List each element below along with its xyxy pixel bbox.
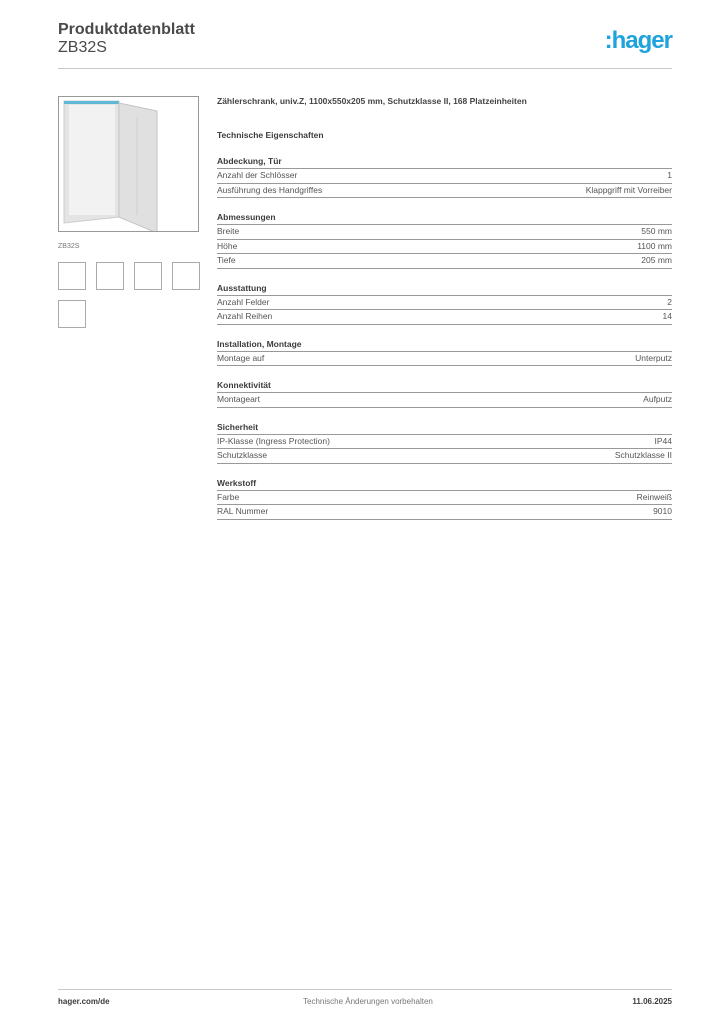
spec-row: Höhe 1100 mm — [217, 240, 672, 254]
spec-label: Ausführung des Handgriffes — [217, 184, 323, 195]
spec-sections: Abdeckung, Tür Anzahl der Schlösser 1 Ausfü… — [217, 154, 672, 520]
spec-label: Montageart — [217, 394, 260, 404]
spec-row: Breite 550 mm — [217, 225, 672, 240]
footer-website[interactable]: hager.com/de — [58, 997, 110, 1006]
spec-value: 205 mm — [641, 255, 672, 265]
product-image — [58, 96, 199, 234]
spec-value: Reinweiß — [636, 491, 672, 502]
spec-label: RAL Nummer — [217, 506, 269, 516]
spec-row: Anzahl Reihen 14 — [217, 310, 672, 325]
spec-row: IP-Klasse (Ingress Protection) IP44 — [217, 435, 673, 449]
section-title: Werkstoff — [217, 476, 672, 491]
spec-section: Abmessungen Breite 550 mm Höhe 1100 mm Tiefe 2… — [217, 210, 672, 269]
section-title: Konnektivität — [217, 378, 672, 393]
footer-date: 11.06.2025 — [632, 997, 672, 1006]
thumbnail[interactable] — [58, 300, 86, 328]
thumbnail[interactable] — [96, 262, 124, 290]
spec-label: Breite — [217, 226, 240, 236]
thumbnail[interactable] — [172, 262, 200, 290]
spec-section: Konnektivität Montageart Aufputz — [217, 378, 672, 408]
thumbnail[interactable] — [134, 262, 162, 290]
tech-heading: Technische Eigenschaften — [217, 130, 324, 140]
product-code: ZB32S — [58, 39, 107, 56]
spec-value: 14 — [662, 311, 672, 321]
product-description: Zählerschrank, univ.Z, 1100x550x205 mm, … — [217, 96, 527, 106]
footer-divider — [58, 989, 672, 990]
image-caption: ZB32S — [58, 243, 80, 250]
spec-label: Anzahl Felder — [217, 296, 270, 307]
spec-value: 1 — [667, 170, 672, 180]
spec-column: Zählerschrank, univ.Z, 1100x550x205 mm, … — [217, 96, 672, 520]
spec-value: 1100 mm — [637, 240, 672, 251]
spec-label: Schutzklasse — [217, 450, 268, 460]
spec-row: Ausführung des Handgriffes Klappgriff mit… — [217, 184, 672, 198]
hager-logo: :hager — [604, 27, 673, 54]
spec-value: Aufputz — [643, 394, 672, 404]
spec-row: Farbe Reinweiß — [217, 491, 672, 505]
spec-label: IP-Klasse (Ingress Protection) — [217, 435, 330, 446]
spec-value: Unterputz — [635, 352, 672, 363]
footer-notice: Technische Änderungen vorbehalten — [303, 997, 433, 1006]
spec-row: Montage auf Unterputz — [217, 352, 672, 366]
spec-value: Klappgriff mit Vorreiber — [585, 184, 672, 195]
spec-label: Höhe — [217, 240, 238, 251]
spec-label: Farbe — [217, 491, 240, 502]
spec-section: Ausstattung Anzahl Felder 2 Anzahl Reihen 14 — [217, 281, 672, 325]
spec-value: IP44 — [654, 435, 673, 446]
spec-value: Schutzklasse II — [614, 450, 672, 460]
spec-section: Sicherheit IP-Klasse (Ingress Protection)… — [217, 420, 672, 464]
spec-label: Anzahl der Schlösser — [217, 170, 298, 180]
spec-section: Installation, Montage Montage auf Unterput… — [217, 337, 672, 366]
spec-value: 550 mm — [641, 226, 672, 236]
spec-label: Montage auf — [217, 352, 265, 363]
section-title: Abmessungen — [217, 210, 672, 225]
section-title: Installation, Montage — [217, 337, 672, 352]
section-title: Ausstattung — [217, 281, 672, 296]
spec-row: Montageart Aufputz — [217, 393, 672, 408]
spec-row: Schutzklasse Schutzklasse II — [217, 449, 672, 464]
spec-row: Anzahl der Schlösser 1 — [217, 169, 672, 184]
spec-label: Tiefe — [217, 255, 236, 265]
section-title: Abdeckung, Tür — [217, 154, 672, 169]
spec-section: Werkstoff Farbe Reinweiß RAL Nummer 9010 — [217, 476, 672, 520]
spec-row: Anzahl Felder 2 — [217, 296, 672, 310]
spec-row: Tiefe 205 mm — [217, 254, 672, 269]
page-title: Produktdatenblatt — [58, 21, 195, 38]
thumbnail[interactable] — [58, 262, 86, 290]
spec-value: 9010 — [653, 506, 672, 516]
spec-row: RAL Nummer 9010 — [217, 505, 672, 520]
header-divider — [58, 68, 672, 69]
spec-section: Abdeckung, Tür Anzahl der Schlösser 1 Ausfü… — [217, 154, 672, 198]
section-title: Sicherheit — [217, 420, 672, 435]
spec-value: 2 — [667, 296, 672, 307]
spec-label: Anzahl Reihen — [217, 311, 273, 321]
